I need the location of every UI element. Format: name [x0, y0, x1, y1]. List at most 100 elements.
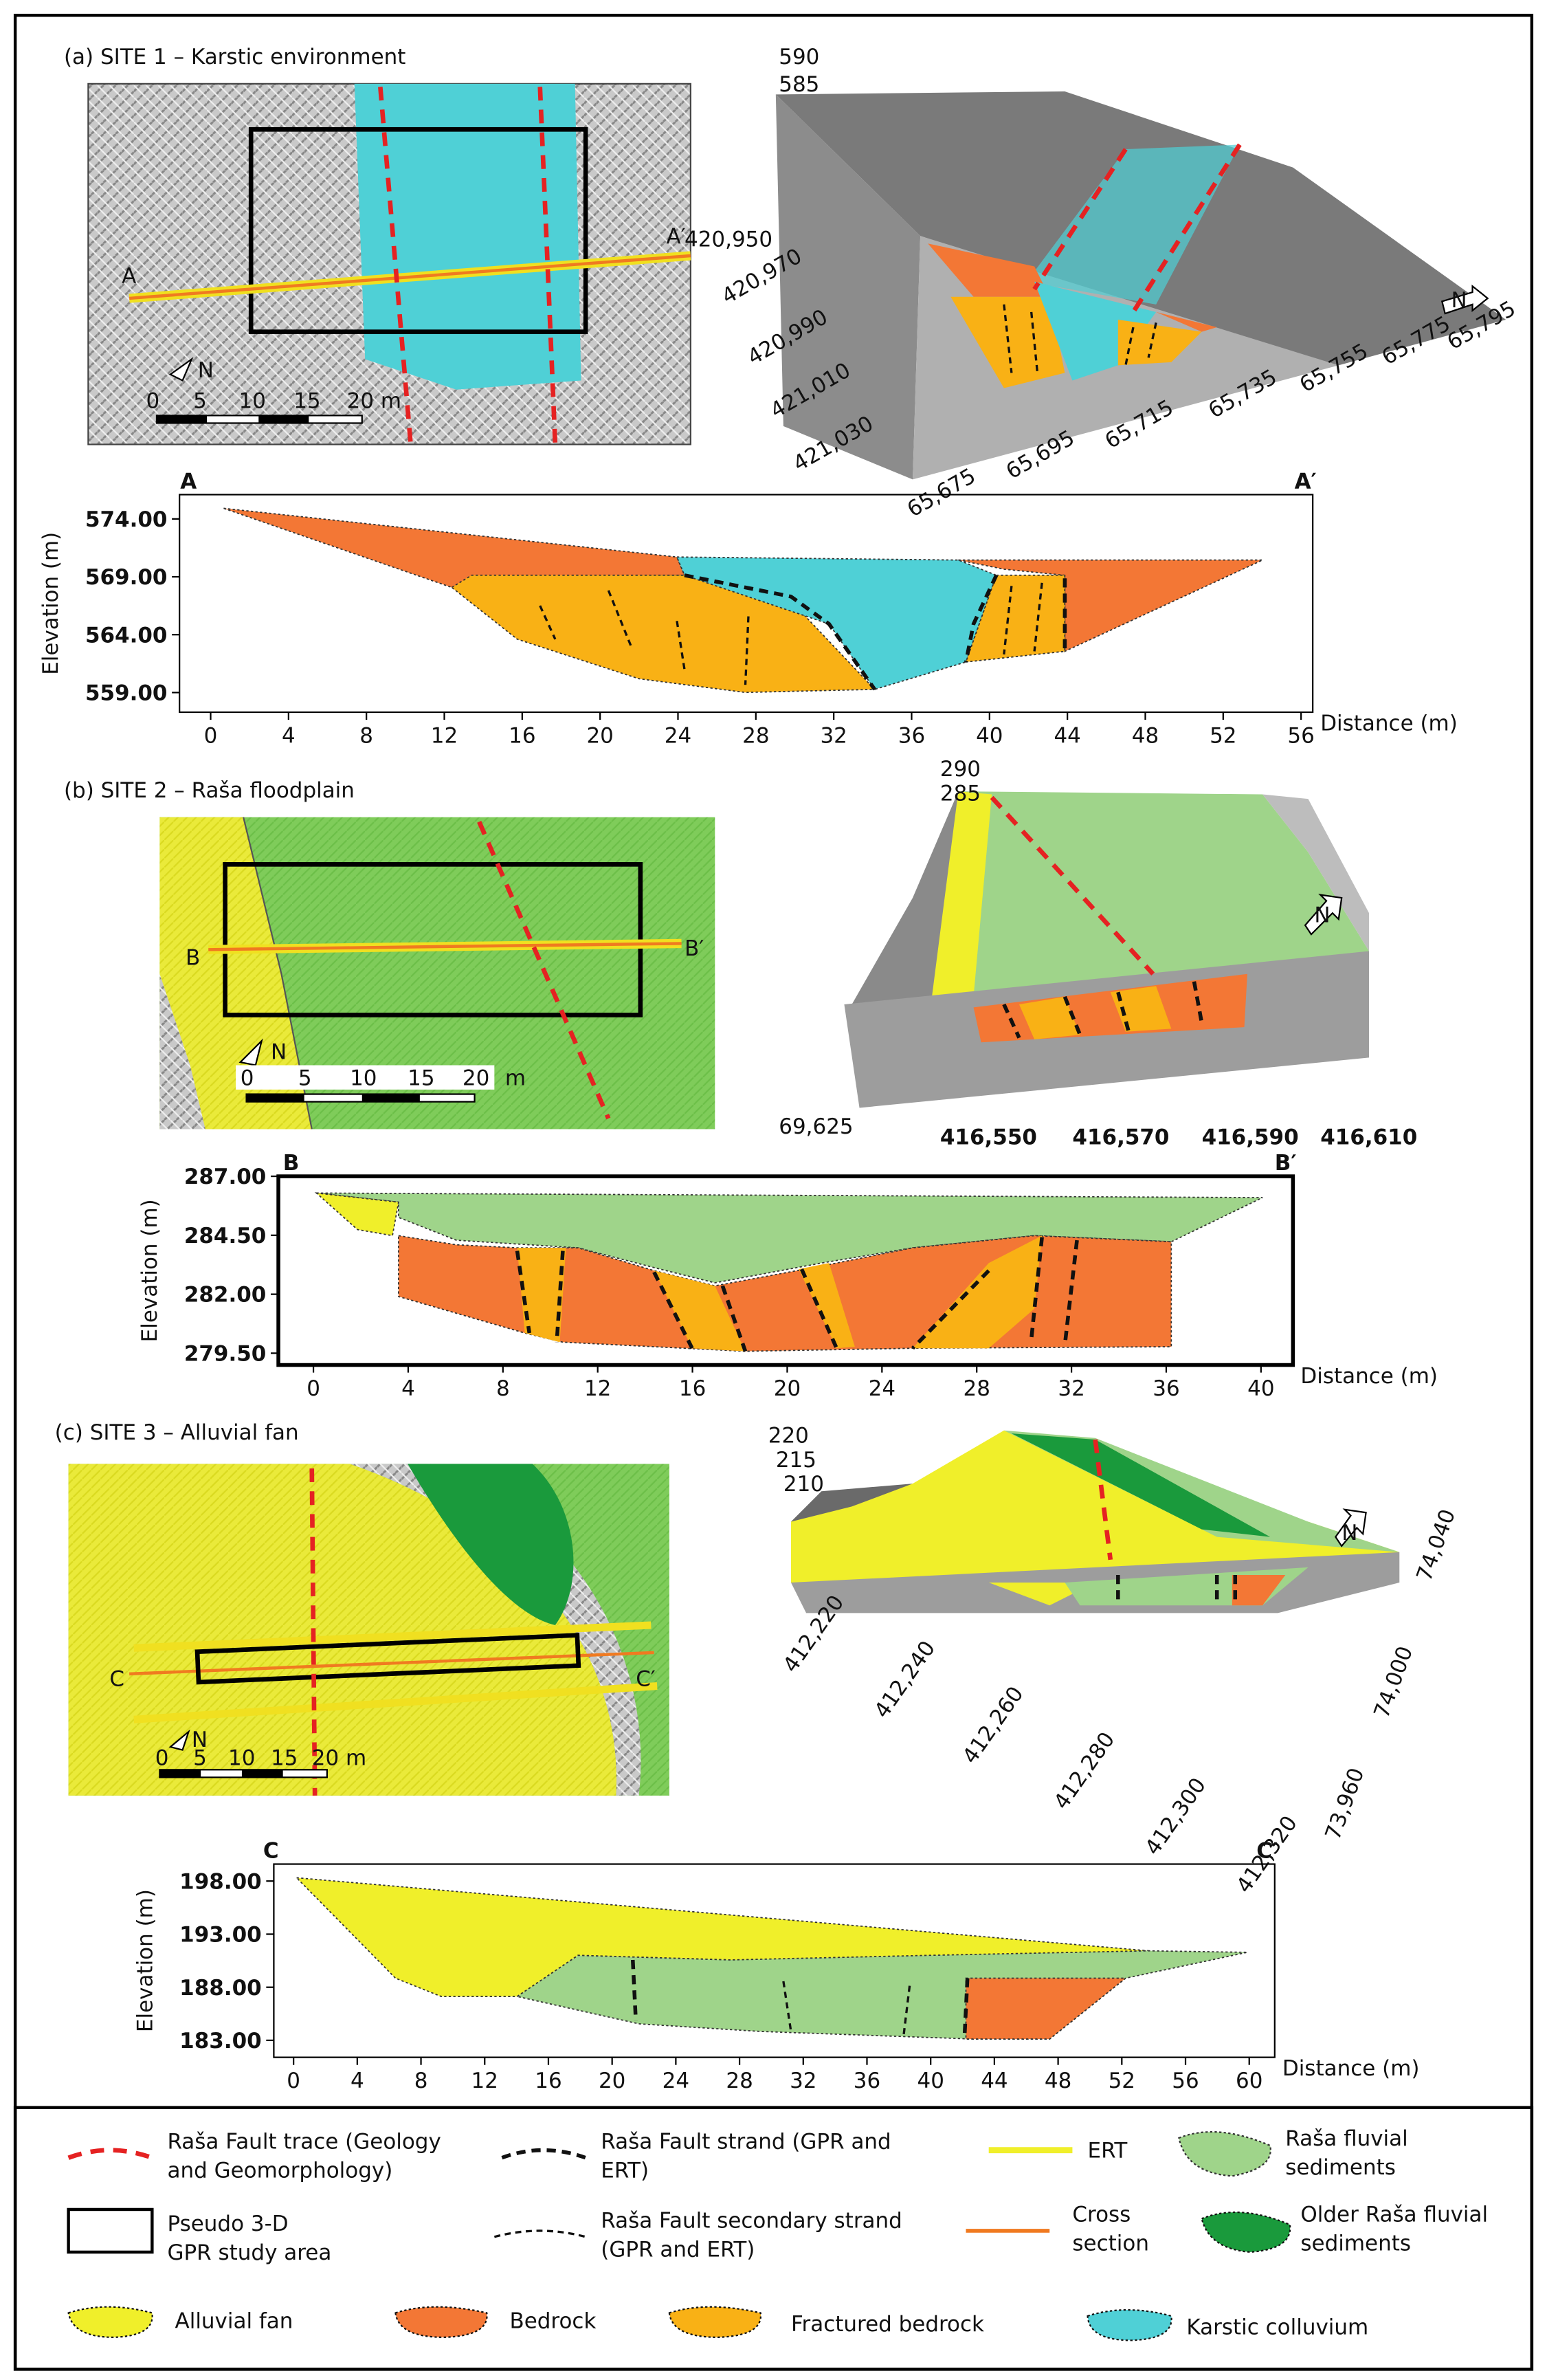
- scale-label: 0: [146, 388, 159, 413]
- x-tick-label: 32: [1058, 1376, 1084, 1401]
- x-tick-label: 16: [509, 723, 535, 748]
- y-tick-label: 287.00: [184, 1165, 267, 1189]
- x-tick-label: 52: [1210, 723, 1236, 748]
- y-tick-label: 183.00: [179, 2029, 262, 2053]
- x-tick-label: 16: [679, 1376, 706, 1401]
- north: N: [192, 1728, 208, 1752]
- y-tick-label: 279.50: [184, 1341, 267, 1366]
- section-b-shapes: [314, 1192, 1263, 1352]
- legend-label: Alluvial fan: [175, 2309, 293, 2334]
- x-axis-label: Distance (m): [1282, 2056, 1420, 2081]
- legend-label: sediments: [1285, 2155, 1396, 2180]
- x-tick-label: 32: [790, 2069, 816, 2093]
- x-tick-label: 8: [359, 723, 373, 748]
- x-tick-label: 24: [869, 1376, 895, 1401]
- legend-label: section: [1072, 2232, 1149, 2256]
- x-tick-label: 40: [917, 2069, 944, 2093]
- legend-label: Raša fluvial: [1285, 2126, 1407, 2151]
- x-tick-label: 48: [1045, 2069, 1071, 2093]
- legend-label: ERT: [1088, 2139, 1128, 2163]
- x-tick-label: 24: [665, 723, 691, 748]
- x-tick-label: 56: [1287, 723, 1314, 748]
- z-label: 285: [940, 781, 981, 806]
- map-label: A′: [666, 224, 685, 249]
- map-b: B B′ N 0 5 10 15 20 m: [159, 817, 715, 1130]
- map-c: C C′ N 0 5 10 15 20 m: [68, 1464, 669, 1796]
- section-a-shapes: [223, 507, 1263, 694]
- section-end: B′: [1275, 1151, 1297, 1176]
- x-tick-label: 24: [663, 2069, 689, 2093]
- z-label: 585: [779, 72, 819, 97]
- scale-label: 5: [193, 1746, 207, 1771]
- x-tick-label: 48: [1132, 723, 1159, 748]
- cross-section-line: [129, 254, 691, 300]
- y-tick-label: 198.00: [179, 1869, 262, 1894]
- section-start: C: [263, 1839, 279, 1864]
- y-axis-label: Elevation (m): [133, 1889, 157, 2032]
- z-label: 210: [783, 1472, 824, 1497]
- y-label: 74,000: [1369, 1643, 1418, 1721]
- x-tick-label: 32: [820, 723, 847, 748]
- z-label: 590: [779, 45, 819, 69]
- scale-label: 20 m: [347, 388, 401, 413]
- gpr-area: [194, 1633, 581, 1685]
- north: N: [1451, 288, 1467, 313]
- map-a: A A′ N 0 5 10 15 20 m: [87, 82, 691, 445]
- x-label: 416,550: [940, 1125, 1037, 1150]
- map-label: B: [186, 945, 200, 970]
- x-tick-label: 0: [204, 723, 218, 748]
- x-label: 412,280: [1049, 1728, 1120, 1814]
- y-label: 74,040: [1412, 1506, 1460, 1585]
- scale-label: 5: [193, 388, 207, 413]
- x-tick-label: 0: [307, 1376, 320, 1401]
- legend-label: ERT): [601, 2158, 649, 2183]
- fault-trace: [378, 87, 413, 445]
- section-end: A′: [1295, 470, 1317, 494]
- y-tick-label: 559.00: [85, 681, 168, 705]
- block-c: 220 215 210 74,040 74,000 73,960 412,220…: [768, 1423, 1460, 1897]
- section-c-shapes: [295, 1877, 1248, 2040]
- legend-label: Fractured bedrock: [791, 2312, 984, 2337]
- ert-line: [133, 1621, 658, 1723]
- section-start: A: [180, 470, 197, 494]
- y-tick-label: 188.00: [179, 1976, 262, 2001]
- x-tick-label: 44: [981, 2069, 1008, 2093]
- x-tick-label: 8: [414, 2069, 428, 2093]
- panel-title: (a) SITE 1 – Karstic environment: [64, 45, 405, 69]
- z-label: 215: [776, 1448, 816, 1473]
- x-tick-label: 12: [584, 1376, 611, 1401]
- x-tick-label: 28: [963, 1376, 990, 1401]
- scale-label: 10: [238, 388, 265, 413]
- cross-section-line: [129, 1651, 654, 1676]
- y-label: 69,625: [779, 1114, 853, 1139]
- section-start: B: [283, 1151, 300, 1176]
- x-tick-label: 4: [401, 1376, 415, 1401]
- map-label: C′: [636, 1667, 656, 1692]
- north: N: [271, 1040, 287, 1065]
- x-tick-label: 20: [586, 723, 613, 748]
- legend-label: sediments: [1300, 2232, 1411, 2256]
- karstic-colluvium: [354, 83, 581, 390]
- legend-label: Karstic colluvium: [1186, 2315, 1368, 2339]
- panel-title: (b) SITE 2 – Raša floodplain: [64, 778, 355, 803]
- y-tick-label: 574.00: [85, 507, 168, 532]
- x-tick-label: 40: [1247, 1376, 1274, 1401]
- x-label: 412,300: [1140, 1773, 1211, 1860]
- x-tick-label: 12: [431, 723, 458, 748]
- y-tick-label: 564.00: [85, 623, 168, 648]
- fault-trace: [477, 821, 611, 1120]
- section-frame: [276, 1174, 1295, 1367]
- y-label: 420,950: [685, 228, 772, 252]
- legend-label: Cross: [1072, 2203, 1131, 2227]
- x-tick-label: 52: [1109, 2069, 1135, 2093]
- section-frame: [179, 494, 1314, 714]
- fault-trace: [309, 1468, 318, 1796]
- x-tick-label: 12: [471, 2069, 498, 2093]
- map-label: B′: [685, 936, 704, 961]
- scale-label: 20: [463, 1066, 489, 1090]
- x-tick-label: 40: [976, 723, 1003, 748]
- gpr-area: [248, 126, 588, 334]
- scale-label: 15: [271, 1746, 298, 1771]
- section-end: C′: [1256, 1839, 1278, 1864]
